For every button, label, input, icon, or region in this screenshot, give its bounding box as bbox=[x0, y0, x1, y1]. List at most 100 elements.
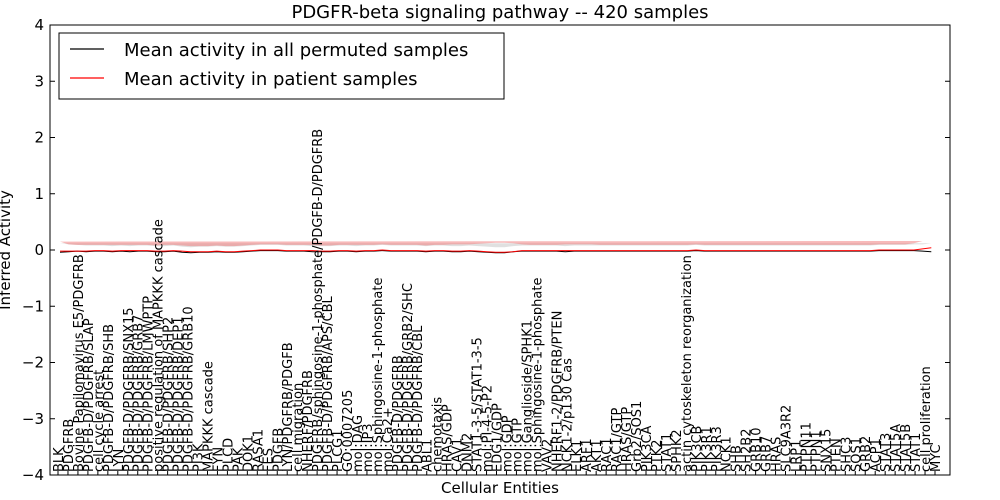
x-tick-label: PAK bbox=[231, 447, 246, 472]
y-tick-label: 2 bbox=[34, 129, 44, 147]
x-tick-label: cell cycle arrest bbox=[92, 370, 107, 472]
x-tick-label: STAT1 bbox=[909, 433, 924, 472]
plot-frame bbox=[49, 24, 951, 476]
x-tick-label: PLCD bbox=[221, 438, 236, 472]
y-tick-label: −2 bbox=[22, 354, 44, 372]
x-tick-label: RASA1 bbox=[251, 429, 266, 472]
x-tick-label: PTK2 bbox=[650, 439, 665, 472]
x-tick-label: actin cytoskeleton reorganization bbox=[680, 255, 695, 472]
x-tick-label: PDGFRB/sphingosine-1-phosphate/PDGFB-D/P… bbox=[311, 129, 326, 472]
x-tick-label: Grb2/SOS1 bbox=[630, 401, 645, 472]
chart-title: PDGFR-beta signaling pathway -- 420 samp… bbox=[291, 2, 708, 23]
x-tick-label: HRAS/GDP bbox=[441, 404, 456, 472]
x-tick-label: EDG1/GDP bbox=[491, 403, 506, 472]
x-tick-label: mol:GDP bbox=[501, 415, 516, 472]
x-tick-label: STAT1-3-5/STAT1-3-5 bbox=[471, 337, 486, 472]
x-tick-label: PIK3CB bbox=[690, 426, 705, 472]
y-tick-label: 1 bbox=[34, 185, 44, 203]
x-tick-label: PDGFB-D/PDGFRB/GRB7 bbox=[132, 315, 147, 472]
x-tick-label: RAC1 bbox=[600, 437, 615, 472]
x-tick-label: PDGFB-D/PDGFRB/SHB bbox=[102, 324, 117, 472]
x-axis-label: Cellular Entities bbox=[441, 479, 559, 497]
x-tick-label: ARF1 bbox=[580, 438, 595, 472]
x-tick-label: SPHK2 bbox=[670, 429, 685, 472]
series-band-1 bbox=[60, 241, 932, 247]
x-tick-label: ELK1 bbox=[570, 440, 585, 472]
x-tick-label: SLC9A3R2 bbox=[780, 405, 795, 472]
x-tick-label: NHERF/PDGFRB bbox=[301, 370, 316, 472]
x-tick-label: CAV1 bbox=[451, 438, 466, 472]
y-tick-label: −4 bbox=[22, 466, 44, 484]
x-tick-label: DNM2 bbox=[461, 433, 476, 472]
x-tick-label: HRAS bbox=[770, 437, 785, 472]
x-tick-label: cell migration bbox=[291, 383, 306, 472]
legend-label-patient: Mean activity in patient samples bbox=[124, 69, 418, 90]
x-tick-label: ACP1 bbox=[869, 438, 884, 472]
x-tick-label: GRB10 bbox=[750, 427, 765, 472]
x-tick-label: RAC1/GTP bbox=[610, 408, 625, 472]
y-axis-ticks: −4 −3 −2 −1 0 1 2 3 4 bbox=[22, 16, 950, 484]
x-tick-label: mol:Sphingosine-1-phosphate bbox=[371, 278, 386, 472]
x-tick-label: LYN/PDGFRB/PDGFB bbox=[281, 342, 296, 472]
confidence-bands bbox=[60, 241, 932, 248]
x-tick-label: SNX15 bbox=[819, 429, 834, 472]
x-tick-label: BLK bbox=[52, 447, 67, 472]
x-tick-label: PIK3R1 bbox=[700, 426, 715, 472]
x-tick-label: VAV2 bbox=[540, 439, 555, 472]
x-tick-label: PDGFB-D/PDGFRB/CBL bbox=[411, 325, 426, 472]
legend-label-permuted: Mean activity in all permuted samples bbox=[124, 40, 468, 61]
x-tick-label: MAPKKK cascade bbox=[202, 361, 217, 472]
x-tick-label: NCK1-2/p130 Cas bbox=[560, 358, 575, 472]
x-tick-label: GRB2 bbox=[859, 436, 874, 472]
x-tick-label: PDGFB-D/PDGFRB/GRB2/SHC bbox=[401, 283, 416, 472]
x-tick-label: GRB7 bbox=[760, 436, 775, 472]
x-tick-label: STAT5A bbox=[889, 424, 904, 472]
x-tick-label: FYN bbox=[212, 447, 227, 472]
x-tick-label: PTPN11 bbox=[799, 422, 814, 472]
x-tick-label: PDGFB-D/PDGFRB/GRB10 bbox=[182, 306, 197, 472]
x-tick-label: PDGFB bbox=[271, 428, 286, 472]
y-axis-label: Inferred Activity bbox=[0, 190, 14, 310]
x-tick-label: SHC3 bbox=[839, 437, 854, 472]
x-tick-label: SH2B2 bbox=[740, 429, 755, 473]
x-tick-label: mol:Sphingosine-1-phosphate bbox=[530, 278, 545, 472]
x-tick-label: SOS1 bbox=[849, 437, 864, 472]
x-tick-label: PDGFB-D/PDGFRB/DEP1 bbox=[172, 317, 187, 472]
x-tick-label: PIK3CA bbox=[640, 425, 655, 472]
x-tick-label: STAT3 bbox=[879, 433, 894, 472]
x-axis-ticks bbox=[57, 471, 936, 475]
x-tick-label: PDGFRB bbox=[62, 419, 77, 472]
x-tick-label: MYC bbox=[929, 444, 944, 472]
x-tick-label: Bovine Papilomavirus E5/PDGFRB bbox=[72, 254, 87, 472]
x-tick-label: mol:DAG bbox=[351, 415, 366, 472]
x-tick-label: PDGFB-D/PDGFRB/SLAP bbox=[82, 318, 97, 472]
x-tick-label: FES bbox=[261, 448, 276, 472]
x-tick-label: PI3K bbox=[192, 443, 207, 472]
x-tick-label: mol:Ca2+ bbox=[381, 407, 396, 472]
x-tick-label: PDGFB-D/PDGFRB bbox=[391, 355, 406, 472]
y-tick-label: −3 bbox=[22, 410, 44, 428]
x-tick-label: PLCG1 bbox=[331, 429, 346, 472]
x-tick-label: SHB bbox=[730, 445, 745, 472]
x-tick-label: mol:Ganglioside/SPHK1 bbox=[520, 320, 535, 472]
legend: Mean activity in all permuted samples Me… bbox=[58, 32, 505, 100]
x-tick-label: PDGFB-D/PDGFRB/SHP2 bbox=[162, 317, 177, 472]
x-tick-label: ABL1 bbox=[421, 439, 436, 472]
y-tick-label: 3 bbox=[34, 72, 44, 90]
x-tick-label: STAT1 bbox=[660, 433, 675, 472]
x-tick-label: PDGFB-D/PDGFRB/LMWPTP bbox=[142, 296, 157, 472]
x-tick-label: cell proliferation bbox=[919, 366, 934, 472]
x-tick-label: GO:0007205 bbox=[341, 390, 356, 472]
x-tick-label: mol:GTP bbox=[510, 418, 525, 472]
y-tick-label: 4 bbox=[34, 16, 44, 34]
x-tick-label: PTPN1 bbox=[809, 430, 824, 472]
legend-box bbox=[58, 32, 505, 100]
x-tick-label: LRP1 bbox=[790, 440, 805, 472]
x-tick-label: PTEN bbox=[829, 438, 844, 472]
y-tick-label: −1 bbox=[22, 297, 44, 315]
x-tick-label: positive regulation of MAPKKK cascade bbox=[152, 219, 167, 472]
x-tick-label: DOK1 bbox=[241, 435, 256, 472]
series-lines bbox=[59, 247, 932, 254]
